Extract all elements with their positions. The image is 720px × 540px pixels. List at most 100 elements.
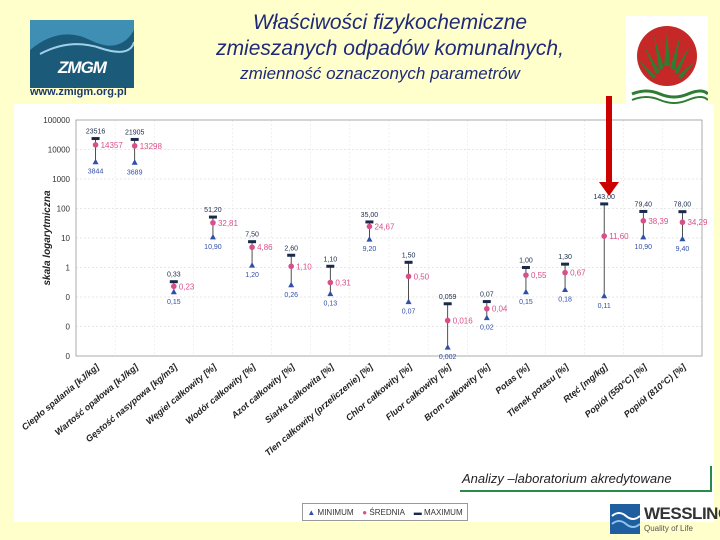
mean-label: 1,10 — [296, 262, 312, 271]
min-label: 0,11 — [598, 303, 611, 310]
min-label: 0,07 — [402, 309, 416, 316]
mean-label: 13298 — [140, 142, 163, 151]
x-category-label: Węgiel całkowity [%] — [144, 361, 219, 426]
y-tick-label: 0 — [66, 323, 71, 332]
mean-marker — [640, 217, 647, 224]
min-marker — [640, 233, 647, 240]
max-label: 2,60 — [284, 245, 298, 252]
max-marker — [561, 262, 570, 266]
mean-label: 11,60 — [609, 232, 629, 241]
wessling-tagline: Quality of Life — [644, 524, 693, 533]
max-marker — [91, 137, 100, 141]
max-marker — [443, 302, 452, 306]
mean-label: 0,016 — [453, 316, 474, 325]
min-label: 9,20 — [363, 246, 377, 253]
mean-marker — [444, 317, 451, 324]
plot-area: 100000 10000 1000 100 10 1 0 0 0 skala logarytmic… — [14, 104, 714, 522]
y-axis-label: skala logarytmiczna — [42, 190, 53, 285]
min-label: 1,20 — [245, 272, 259, 279]
subtitle: zmienność oznaczonych parametrów — [240, 64, 520, 83]
max-label: 0,07 — [480, 292, 494, 299]
highlight-arrow-head — [599, 182, 619, 196]
min-marker — [679, 235, 686, 242]
min-label: 10,90 — [204, 244, 222, 251]
zmgm-url: www.zmigm.org.pl — [30, 86, 127, 98]
mean-marker — [405, 273, 412, 280]
min-label: 9,40 — [676, 246, 690, 253]
min-marker — [483, 314, 490, 321]
mean-label: 0,55 — [531, 271, 547, 280]
max-marker — [248, 240, 257, 244]
min-marker — [366, 236, 373, 242]
min-label: 0,002 — [439, 354, 457, 361]
max-label: 78,00 — [674, 202, 692, 209]
mean-label: 0,31 — [335, 279, 351, 288]
mean-marker — [327, 279, 334, 286]
min-label: 0,02 — [480, 325, 494, 332]
min-marker — [249, 262, 256, 268]
min-marker — [288, 281, 295, 288]
max-marker — [208, 215, 217, 219]
min-marker — [562, 286, 569, 292]
note-frame — [460, 466, 712, 492]
min-marker — [92, 158, 99, 165]
max-marker — [521, 266, 530, 269]
mean-marker — [523, 272, 529, 278]
min-label: 0,15 — [519, 299, 533, 306]
chart-legend: ▲ MINIMUM ● ŚREDNIA ▬ MAXIMUM — [302, 503, 468, 521]
max-marker — [169, 280, 178, 284]
max-label: 51,20 — [204, 207, 222, 214]
mean-marker — [131, 143, 138, 149]
y-tick-label: 10 — [61, 234, 70, 243]
max-label: 1,50 — [402, 252, 416, 259]
y-tick-label: 100 — [57, 205, 71, 214]
min-marker — [131, 159, 138, 165]
zmgm-logo-graphic — [30, 20, 135, 55]
mean-marker — [601, 233, 607, 239]
wessling-logo-mark — [610, 504, 640, 534]
y-tick-label: 0 — [66, 293, 71, 302]
y-tick-label: 1000 — [52, 175, 70, 184]
min-marker — [405, 298, 412, 305]
mean-marker — [366, 223, 373, 230]
min-label: 0,18 — [558, 296, 572, 303]
x-category-label: Wodór całkowity [%] — [184, 361, 258, 426]
min-marker — [601, 292, 608, 299]
max-label: 23516 — [86, 129, 106, 136]
min-marker — [170, 288, 177, 295]
plot-frame — [75, 119, 703, 357]
max-label: 21905 — [125, 129, 145, 136]
max-marker — [130, 137, 139, 141]
x-category-label: Potas [%] — [493, 361, 532, 396]
mean-marker — [484, 305, 490, 312]
min-marker — [444, 344, 451, 350]
page-title: Właściwości fizykochemiczne zmieszanych … — [150, 10, 630, 86]
max-label: 0,059 — [439, 294, 457, 301]
y-tick-label: 1 — [66, 264, 71, 273]
mean-marker — [210, 219, 216, 226]
max-marker — [482, 300, 491, 304]
mean-label: 0,04 — [492, 305, 508, 314]
x-category-label: Brom całkowity [%] — [422, 361, 493, 423]
min-marker — [209, 233, 216, 240]
x-category-label: Chlor całkowity [%] — [344, 361, 415, 423]
y-tick-label: 10000 — [48, 146, 71, 155]
mean-marker — [171, 283, 177, 290]
max-label: 1,30 — [558, 254, 572, 261]
zmgm-logo: ZMGM — [30, 20, 135, 88]
mean-marker — [679, 219, 686, 226]
title-line-2: zmieszanych odpadów komunalnych, — [216, 37, 564, 60]
max-label: 79,40 — [635, 201, 653, 208]
legend-mean: ● ŚREDNIA — [362, 507, 405, 517]
x-category-label: Ciepło spalania [kJ/kg] — [20, 361, 102, 432]
title-line-1: Właściwości fizykochemiczne — [252, 11, 528, 34]
mean-label: 0,67 — [570, 269, 586, 278]
legend-min: ▲ MINIMUM — [307, 507, 354, 517]
mean-label: 4,86 — [257, 243, 273, 252]
max-label: 143,00 — [593, 194, 615, 201]
mean-marker — [249, 244, 255, 251]
zmgm-logo-text: ZMGM — [58, 58, 107, 77]
min-marker — [327, 290, 334, 297]
max-marker — [287, 253, 296, 257]
